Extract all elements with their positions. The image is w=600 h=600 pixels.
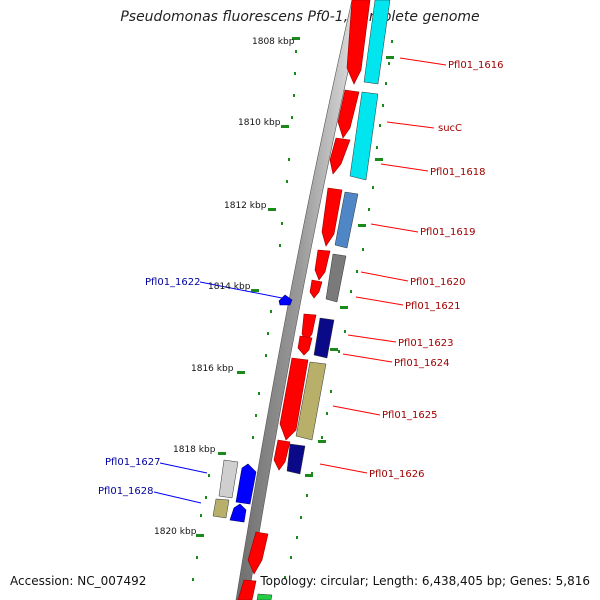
gene-label[interactable]: Pfl01_1622	[145, 277, 201, 288]
khaki-block-1625	[295, 361, 327, 441]
gene-pfl01-1626-arrow	[273, 439, 291, 471]
gene-label[interactable]: Pfl01_1616	[448, 60, 504, 71]
gene-next-arrow	[247, 531, 269, 575]
map-title: Pseudomonas fluorescens Pf0-1, complete …	[120, 9, 480, 25]
gene-label[interactable]: Pfl01_1628	[98, 486, 154, 497]
ruler-major-ticks	[196, 37, 394, 537]
forward-genes	[237, 0, 371, 600]
ruler-dots	[192, 40, 393, 581]
gene-label[interactable]: Pfl01_1619	[420, 227, 476, 238]
gene-pfl01-1616-arrow	[346, 0, 371, 85]
kbp-label: 1812 kbp	[224, 201, 267, 211]
genome-summary-text: Topology: circular; Length: 6,438,405 bp…	[260, 574, 590, 588]
khaki-block-1628	[212, 498, 230, 519]
gene-pfl01-1618-arrow	[329, 137, 351, 175]
silver-block-1627	[218, 459, 239, 499]
gene-label[interactable]: Pfl01_1627	[105, 457, 161, 468]
cyan-block-1616	[363, 0, 391, 85]
gene-pfl01-1624-arrow	[297, 335, 313, 356]
gene-succ-arrow	[337, 89, 360, 139]
reverse-genes	[229, 294, 293, 523]
gene-label[interactable]: Pfl01_1625	[382, 410, 438, 421]
feature-blocks	[212, 0, 391, 600]
leader-lines-left	[153, 281, 283, 504]
kbp-label: 1818 kbp	[173, 445, 216, 455]
gene-label[interactable]: Pfl01_1618	[430, 167, 486, 178]
gene-label[interactable]: Pfl01_1623	[398, 338, 454, 349]
leader-lines-right	[319, 57, 447, 474]
gene-pfl01-1628-arrow	[229, 503, 247, 523]
gene-pfl01-1619-arrow	[321, 187, 343, 247]
gene-bottom-arrow	[237, 579, 257, 600]
grey-block-1620	[325, 253, 347, 303]
gene-pfl01-1627-arrow	[235, 463, 257, 505]
navy-block-1623	[313, 317, 335, 359]
kbp-label: 1810 kbp	[238, 118, 281, 128]
kbp-label: 1814 kbp	[208, 282, 251, 292]
gene-pfl01-1622-arrow	[278, 294, 293, 306]
navy-block-1626	[286, 443, 306, 475]
gene-label[interactable]: Pfl01_1621	[405, 301, 461, 312]
kbp-label: 1820 kbp	[154, 527, 197, 537]
steelblue-block-1619	[334, 191, 359, 249]
gene-pfl01-1620-arrow	[314, 249, 331, 281]
cyan-block-succ	[349, 91, 379, 181]
gene-label[interactable]: sucC	[438, 123, 462, 134]
genome-backbone	[235, 0, 365, 600]
gene-pfl01-1625-arrow	[279, 357, 309, 441]
gene-pfl01-1621-arrow	[309, 279, 323, 299]
kbp-label: 1808 kbp	[252, 37, 295, 47]
accession-text: Accession: NC_007492	[10, 574, 147, 588]
gene-label[interactable]: Pfl01_1626	[369, 469, 425, 480]
kbp-label: 1816 kbp	[191, 364, 234, 374]
green-block-bottom	[256, 593, 273, 600]
gene-label[interactable]: Pfl01_1620	[410, 277, 466, 288]
gene-label[interactable]: Pfl01_1624	[394, 358, 450, 369]
